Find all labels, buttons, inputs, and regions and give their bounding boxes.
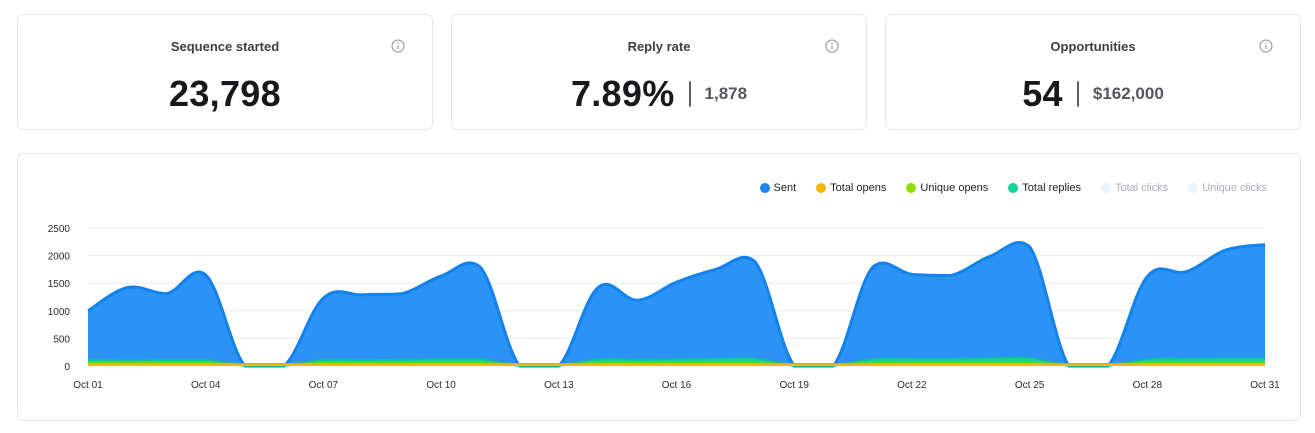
chart-legend: Sent Total opens Unique opens Total repl… (740, 182, 1267, 194)
legend-dot (816, 183, 827, 193)
chart-axes: 0 500 1000 1500 2000 2500 Oct 01 Oct 04 Oct 07 Oc… (48, 224, 1280, 391)
legend-item-sent[interactable]: Sent (759, 182, 797, 194)
y-tick-label: 1000 (48, 307, 71, 318)
legend-item-unique-opens[interactable]: Unique opens (906, 182, 988, 194)
info-icon[interactable] (391, 39, 405, 53)
sequence-started-value: 23,798 (169, 73, 281, 114)
chart-areas (87, 240, 1266, 368)
reply-rate-title: Reply rate (627, 39, 691, 54)
legend-dot (759, 183, 770, 193)
legend-item-total-replies[interactable]: Total replies (1008, 182, 1081, 194)
sequence-started-card: Sequence started 23,798 (17, 14, 433, 130)
value-separator (1076, 81, 1079, 107)
info-icon[interactable] (825, 39, 839, 53)
sequence-started-title: Sequence started (170, 39, 280, 54)
legend-label: Unique clicks (1202, 182, 1267, 194)
x-tick-label: Oct 04 (191, 380, 221, 391)
x-tick-label: Oct 16 (662, 380, 692, 391)
legend-label: Unique opens (920, 182, 989, 194)
legend-label: Total replies (1022, 182, 1081, 194)
opportunities-value: 54 (1022, 73, 1063, 114)
x-tick-label: Oct 10 (426, 380, 456, 391)
x-tick-label: Oct 22 (897, 380, 927, 391)
legend-item-total-opens[interactable]: Total opens (816, 182, 886, 194)
x-tick-label: Oct 13 (544, 380, 574, 391)
x-tick-label: Oct 01 (73, 380, 103, 391)
legend-dot (906, 183, 917, 193)
area-chart: 0 500 1000 1500 2000 2500 Oct 01 Oct 04 Oct 07 Oc… (48, 224, 1280, 391)
legend-label: Sent (773, 182, 797, 194)
opportunities-amount: $162,000 (1092, 84, 1164, 103)
series-line-total-opens (87, 363, 1265, 366)
legend-label: Total opens (830, 182, 887, 194)
series-line-unique-opens (87, 362, 1265, 365)
opportunities-card: Opportunities 54 $162,000 (885, 14, 1301, 130)
x-tick-label: Oct 07 (309, 380, 339, 391)
y-tick-label: 0 (64, 362, 70, 373)
legend-dot (1188, 183, 1199, 193)
value-separator (688, 81, 691, 107)
info-icon[interactable] (1259, 39, 1273, 53)
legend-dot (1008, 183, 1019, 193)
y-tick-label: 2500 (48, 224, 71, 235)
opportunities-title: Opportunities (1050, 39, 1136, 54)
reply-rate-value: 7.89% (570, 73, 675, 114)
series-area-sent[interactable] (88, 242, 1265, 366)
reply-rate-card: Reply rate 7.89% 1,878 (451, 14, 867, 130)
x-tick-label: Oct 28 (1133, 380, 1163, 391)
legend-label: Total clicks (1115, 182, 1169, 194)
y-tick-label: 2000 (48, 252, 71, 263)
x-tick-label: Oct 25 (1015, 380, 1045, 391)
y-tick-label: 500 (53, 334, 70, 345)
legend-item-unique-clicks[interactable]: Unique clicks (1188, 182, 1267, 194)
x-tick-label: Oct 19 (779, 380, 809, 391)
legend-item-total-clicks[interactable]: Total clicks (1101, 182, 1168, 194)
activity-chart-card: Sent Total opens Unique opens Total repl… (17, 153, 1301, 421)
y-tick-label: 1500 (48, 279, 71, 290)
x-tick-label: Oct 31 (1250, 380, 1280, 391)
reply-count-value: 1,878 (704, 84, 748, 103)
legend-dot (1101, 183, 1111, 193)
